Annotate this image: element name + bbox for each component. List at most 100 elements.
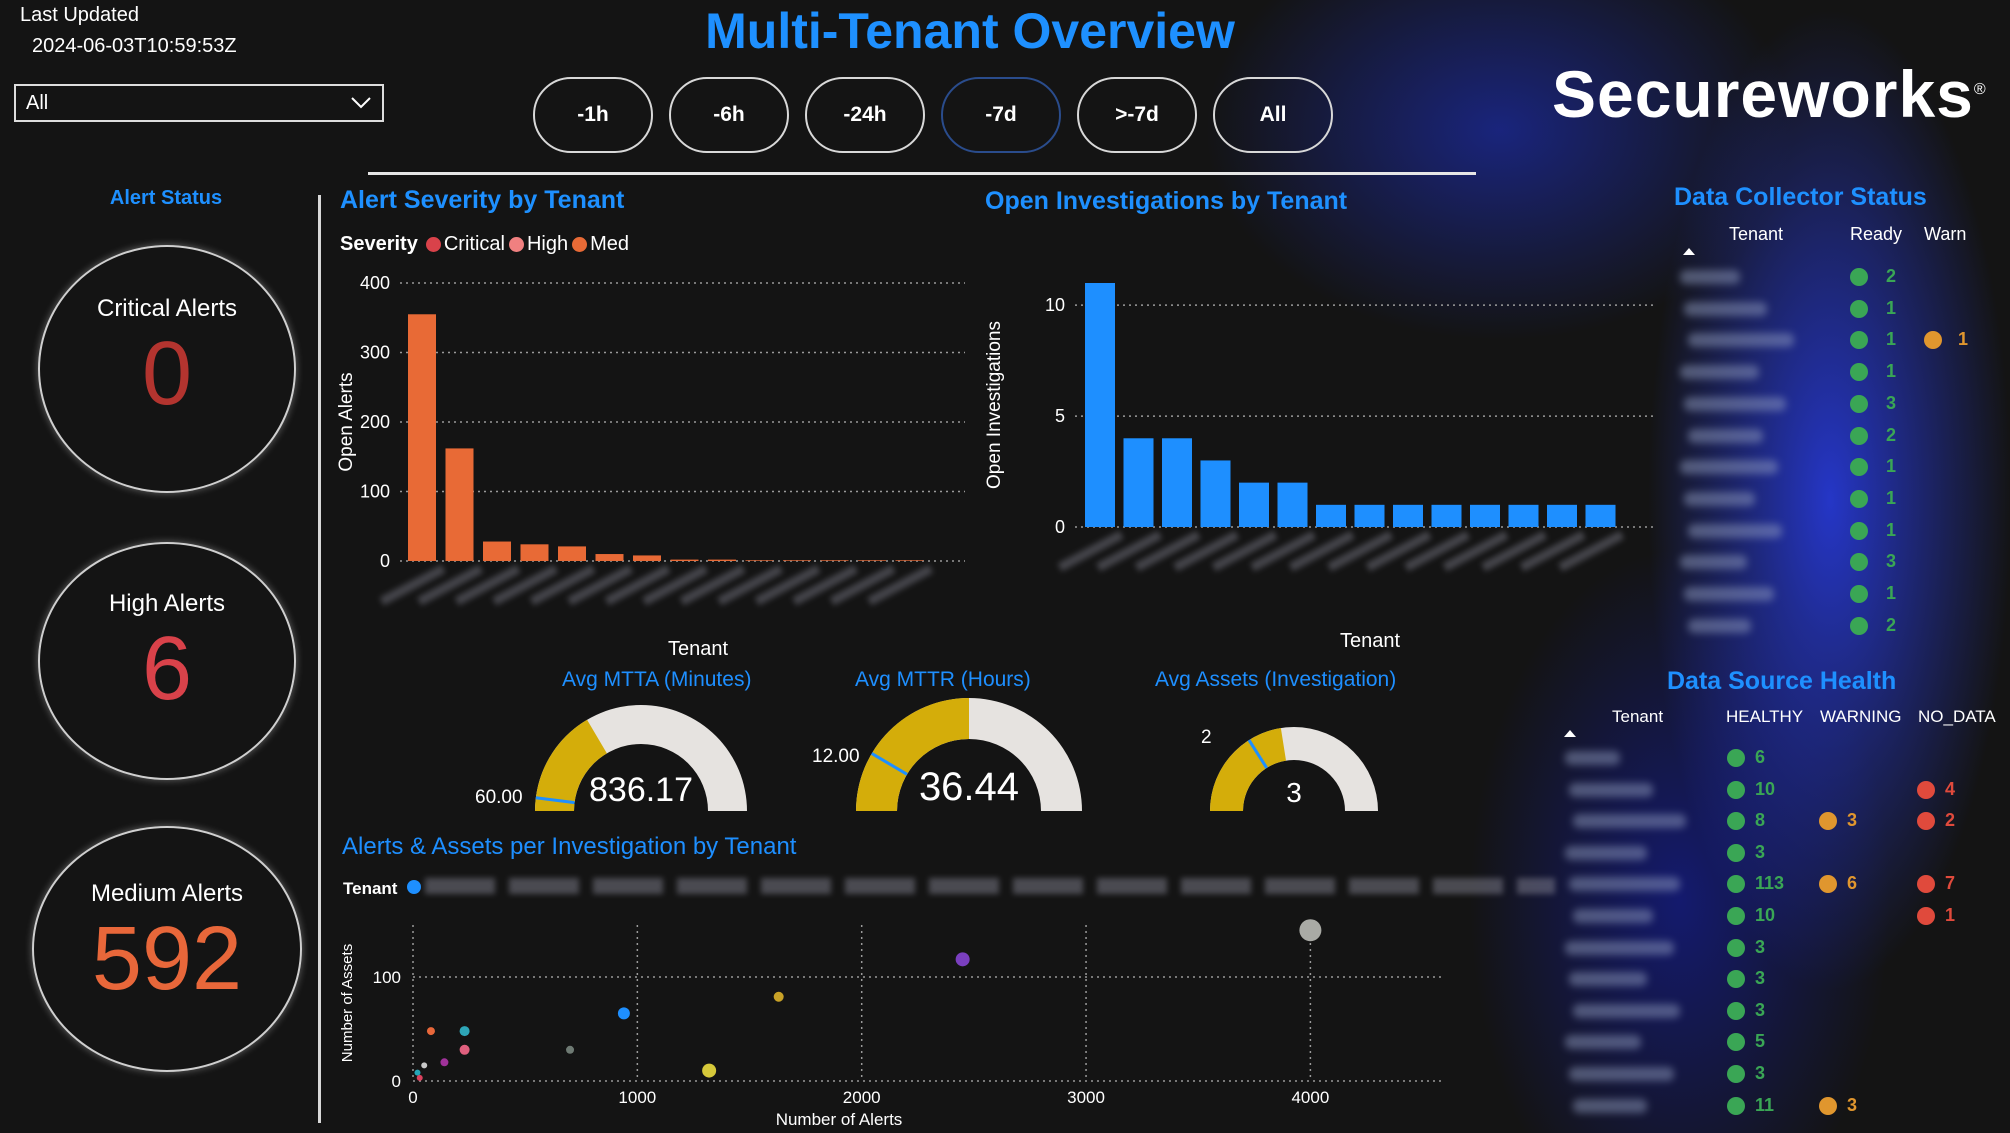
bar[interactable] bbox=[895, 560, 924, 561]
bar[interactable] bbox=[1277, 482, 1308, 527]
scatter-point[interactable] bbox=[617, 1007, 630, 1020]
healthy-count: 11 bbox=[1755, 1094, 1775, 1115]
bar[interactable] bbox=[1123, 438, 1154, 527]
column-header-warning[interactable]: WARNING bbox=[1820, 707, 1902, 726]
column-header-no-data[interactable]: NO_DATA bbox=[1918, 707, 1996, 726]
collector-row[interactable]: 1 bbox=[1850, 361, 2010, 383]
scatter-point[interactable] bbox=[426, 1027, 435, 1036]
column-header-tenant[interactable]: Tenant bbox=[1612, 707, 1664, 726]
healthy-count: 10 bbox=[1755, 905, 1776, 925]
bar[interactable] bbox=[1200, 460, 1231, 527]
bar[interactable] bbox=[858, 560, 886, 561]
ready-count: 1 bbox=[1886, 487, 1897, 508]
bar[interactable] bbox=[1085, 283, 1115, 527]
bar[interactable] bbox=[1547, 504, 1577, 527]
scatter-point[interactable] bbox=[566, 1045, 575, 1054]
scatter-point[interactable] bbox=[416, 1074, 423, 1081]
bar[interactable] bbox=[483, 541, 511, 561]
health-row[interactable]: 3 bbox=[1727, 842, 1987, 864]
bar[interactable] bbox=[670, 559, 699, 561]
legend-item-critical: Critical bbox=[425, 233, 505, 256]
bar[interactable] bbox=[1470, 504, 1500, 527]
scatter-point[interactable] bbox=[955, 952, 970, 967]
collector-row[interactable]: 2 bbox=[1850, 425, 2010, 447]
health-row[interactable]: 3 bbox=[1727, 1000, 1987, 1022]
collector-row[interactable]: 1 bbox=[1850, 456, 2010, 478]
health-row[interactable]: 3 bbox=[1727, 968, 1987, 990]
sort-ascending-icon[interactable] bbox=[1682, 246, 1696, 256]
scatter-point[interactable] bbox=[421, 1062, 428, 1069]
column-header-ready[interactable]: Ready bbox=[1850, 224, 1903, 244]
health-row[interactable]: 6 bbox=[1727, 747, 1987, 769]
health-row[interactable]: 11 3 bbox=[1727, 1095, 1987, 1117]
bar[interactable] bbox=[595, 554, 624, 561]
bar[interactable] bbox=[445, 448, 474, 561]
scatter-point[interactable] bbox=[1299, 919, 1322, 942]
collector-row[interactable]: 1 bbox=[1850, 520, 2010, 542]
health-row[interactable]: 10 1 bbox=[1727, 905, 1987, 927]
time-filter-1h[interactable]: -1h bbox=[533, 77, 653, 153]
time-filter-7d[interactable]: >-7d bbox=[1077, 77, 1197, 153]
health-row[interactable]: 3 bbox=[1727, 937, 1987, 959]
bar[interactable] bbox=[1431, 504, 1462, 527]
x-tick-label-redacted bbox=[1519, 530, 1586, 572]
column-header-tenant[interactable]: Tenant bbox=[1729, 224, 1784, 244]
collector-row[interactable]: 2 bbox=[1850, 615, 2010, 637]
bar[interactable] bbox=[1393, 504, 1423, 527]
collector-row[interactable]: 3 bbox=[1850, 551, 2010, 573]
bar[interactable] bbox=[783, 560, 811, 561]
scatter-point[interactable] bbox=[440, 1058, 449, 1067]
bar[interactable] bbox=[1162, 438, 1192, 527]
ready-status-dot bbox=[1850, 299, 1868, 318]
health-row[interactable]: 8 3 2 bbox=[1727, 810, 1987, 832]
collector-status-title: Data Collector Status bbox=[1674, 183, 1927, 211]
bar[interactable] bbox=[1508, 504, 1539, 527]
time-filter-7d[interactable]: -7d bbox=[941, 77, 1061, 153]
scatter-point[interactable] bbox=[702, 1063, 717, 1078]
health-row[interactable]: 3 bbox=[1727, 1063, 1987, 1085]
collector-row[interactable]: 3 bbox=[1850, 393, 2010, 415]
x-tick-label-redacted bbox=[829, 564, 896, 606]
investigations-bar-chart: 0 5 10 Open Investigations Tenant bbox=[984, 283, 1655, 652]
bar[interactable] bbox=[633, 555, 661, 561]
gauge-title: Avg Assets (Investigation) bbox=[1155, 668, 1397, 691]
bar[interactable] bbox=[820, 560, 849, 561]
tenant-select[interactable]: All bbox=[14, 84, 384, 122]
time-filter-all[interactable]: All bbox=[1213, 77, 1333, 153]
tenant-name-redacted bbox=[1565, 1035, 1641, 1050]
healthy-count: 10 bbox=[1755, 778, 1776, 799]
collector-row[interactable]: 2 bbox=[1850, 266, 2010, 288]
column-header-warn[interactable]: Warn bbox=[1924, 224, 1967, 244]
tenant-name-redacted bbox=[1684, 491, 1755, 506]
bar[interactable] bbox=[408, 314, 436, 561]
bar[interactable] bbox=[1239, 482, 1269, 527]
collector-row[interactable]: 1 bbox=[1850, 298, 2010, 320]
sort-ascending-icon[interactable] bbox=[1563, 728, 1577, 738]
collector-row[interactable]: 1 bbox=[1850, 488, 2010, 510]
scatter-point[interactable] bbox=[773, 991, 784, 1002]
time-filter-6h[interactable]: -6h bbox=[669, 77, 789, 153]
health-row[interactable]: 10 4 bbox=[1727, 779, 1987, 801]
health-row[interactable]: 113 6 7 bbox=[1727, 873, 1987, 895]
tenant-name-redacted bbox=[1688, 523, 1782, 538]
time-filter-24h[interactable]: -24h bbox=[805, 77, 925, 153]
bar[interactable] bbox=[558, 546, 586, 561]
bar[interactable] bbox=[520, 544, 549, 561]
last-updated-value: 2024-06-03T10:59:53Z bbox=[32, 35, 237, 57]
scatter-point[interactable] bbox=[459, 1026, 470, 1037]
scatter-point[interactable] bbox=[414, 1069, 421, 1076]
column-header-healthy[interactable]: HEALTHY bbox=[1726, 707, 1804, 726]
bar[interactable] bbox=[745, 560, 774, 561]
x-tick-label-redacted bbox=[417, 564, 484, 606]
legend-item-high: High bbox=[508, 233, 568, 256]
collector-row[interactable]: 1 bbox=[1850, 583, 2010, 605]
scatter-point[interactable] bbox=[459, 1044, 470, 1055]
x-tick-label-redacted bbox=[379, 564, 446, 606]
health-row[interactable]: 5 bbox=[1727, 1031, 1987, 1053]
bar[interactable] bbox=[1354, 504, 1385, 527]
ready-count: 1 bbox=[1886, 297, 1897, 318]
bar[interactable] bbox=[1585, 504, 1616, 527]
bar[interactable] bbox=[1316, 504, 1346, 527]
bar[interactable] bbox=[708, 559, 736, 561]
